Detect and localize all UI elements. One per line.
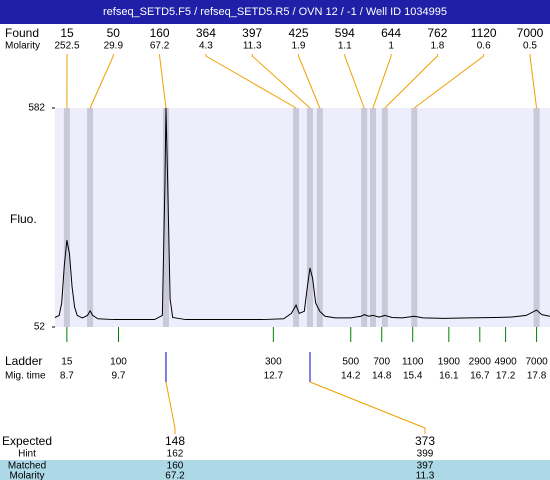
ladder-time: 16.1: [439, 371, 459, 382]
title-bar: [0, 0, 550, 24]
peak-band: [361, 108, 368, 327]
molarity-row: [0, 472, 550, 480]
plot-area: [55, 108, 550, 327]
peak-band: [533, 108, 540, 327]
leader-line: [298, 54, 321, 109]
found-molarity: 252.5: [54, 41, 79, 52]
expected-size: 373: [415, 434, 435, 448]
hint-label: Hint: [18, 449, 36, 460]
leader-line: [344, 54, 365, 109]
peak-band: [381, 108, 388, 327]
leader-line: [89, 54, 114, 109]
ladder-time-label: Mig. time: [5, 371, 46, 382]
ladder-size: 500: [342, 357, 359, 368]
ladder-size: 15: [61, 357, 73, 368]
y-tick-label: 52: [34, 322, 46, 333]
peak-band: [63, 108, 70, 327]
found-size: 7000: [517, 26, 544, 40]
expected-line: [309, 381, 426, 434]
found-size: 397: [242, 26, 262, 40]
found-molarity: 4.3: [199, 41, 213, 52]
found-molarity: 1: [388, 41, 394, 52]
found-molarity: 0.6: [477, 41, 491, 52]
found-molarity: 1.1: [338, 41, 352, 52]
found-size: 1120: [471, 26, 497, 40]
chart-title: refseq_SETD5.F5 / refseq_SETD5.R5 / OVN …: [103, 6, 447, 18]
leader-line: [372, 54, 392, 109]
found-molarity: 29.9: [104, 41, 124, 52]
found-label: Found: [5, 26, 39, 40]
leader-line: [251, 54, 311, 109]
found-molarity: 67.2: [150, 41, 170, 52]
ladder-size: 700: [373, 357, 390, 368]
hint-value: 162: [167, 449, 184, 460]
peak-band: [411, 108, 418, 327]
ladder-size: 2900: [469, 357, 492, 368]
y-axis-label: Fluo.: [10, 212, 37, 226]
ladder-size: 100: [110, 357, 127, 368]
molarity-value: 11.3: [416, 471, 435, 480]
peak-band: [306, 108, 313, 327]
ladder-size: 1900: [438, 357, 461, 368]
found-size: 644: [381, 26, 401, 40]
found-molarity: 0.5: [523, 41, 537, 52]
found-size: 425: [288, 26, 308, 40]
found-molarity: 1.9: [292, 41, 306, 52]
expected-size: 148: [165, 434, 185, 448]
y-tick-label: 582: [28, 103, 45, 114]
hint-value: 399: [417, 449, 434, 460]
matched-label: Matched: [8, 461, 46, 472]
peak-band: [162, 108, 169, 327]
trace: [54, 107, 550, 321]
molarity-label: Molarity: [9, 471, 44, 480]
found-molarity: 1.8: [430, 41, 444, 52]
peak-band: [87, 108, 94, 327]
matched-value: 397: [417, 461, 434, 472]
matched-row: [0, 460, 550, 472]
found-molarity: 11.3: [243, 41, 262, 52]
molarity-value: 67.2: [165, 471, 185, 480]
ladder-time: 14.2: [341, 371, 361, 382]
ladder-label: Ladder: [5, 354, 42, 368]
found-size: 762: [427, 26, 447, 40]
ladder-time: 8.7: [60, 371, 74, 382]
ladder-time: 16.7: [470, 371, 490, 382]
peak-band: [369, 108, 376, 327]
ladder-time: 17.8: [527, 371, 547, 382]
ladder-size: 4900: [494, 357, 517, 368]
ladder-time: 17.2: [496, 371, 516, 382]
expected-line: [165, 381, 176, 434]
ladder-time: 15.4: [403, 371, 423, 382]
ladder-size: 300: [265, 357, 282, 368]
found-size: 160: [150, 26, 170, 40]
matched-value: 160: [167, 461, 184, 472]
found-size: 50: [107, 26, 121, 40]
ladder-time: 12.7: [264, 371, 284, 382]
leader-line: [205, 54, 297, 109]
found-size: 15: [60, 26, 74, 40]
ladder-size: 7000: [525, 357, 548, 368]
found-size: 594: [335, 26, 355, 40]
ladder-time: 14.8: [372, 371, 392, 382]
ladder-time: 9.7: [112, 371, 126, 382]
found-size: 364: [196, 26, 216, 40]
peak-band: [316, 108, 323, 327]
peak-band: [293, 108, 300, 327]
leader-line: [159, 54, 167, 109]
leader-line: [384, 54, 438, 109]
expected-label: Expected: [2, 434, 52, 448]
leader-line: [529, 54, 538, 109]
leader-line: [413, 54, 485, 109]
ladder-size: 1100: [402, 357, 424, 368]
found-molarity-label: Molarity: [5, 41, 40, 52]
